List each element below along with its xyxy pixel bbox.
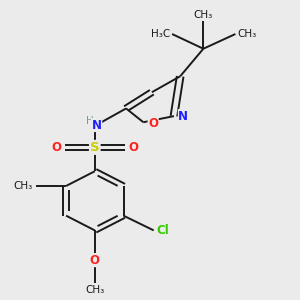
Text: N: N <box>178 110 188 123</box>
Text: O: O <box>128 141 138 154</box>
Text: O: O <box>90 254 100 267</box>
Text: CH₃: CH₃ <box>237 29 256 39</box>
Text: H: H <box>86 116 94 126</box>
Text: S: S <box>90 141 100 154</box>
Text: H₃C: H₃C <box>151 29 170 39</box>
Text: O: O <box>148 117 158 130</box>
Text: O: O <box>52 141 62 154</box>
Text: Cl: Cl <box>157 224 169 237</box>
Text: CH₃: CH₃ <box>14 181 33 191</box>
Text: CH₃: CH₃ <box>85 285 104 295</box>
Text: CH₃: CH₃ <box>194 10 213 20</box>
Text: N: N <box>92 118 102 131</box>
